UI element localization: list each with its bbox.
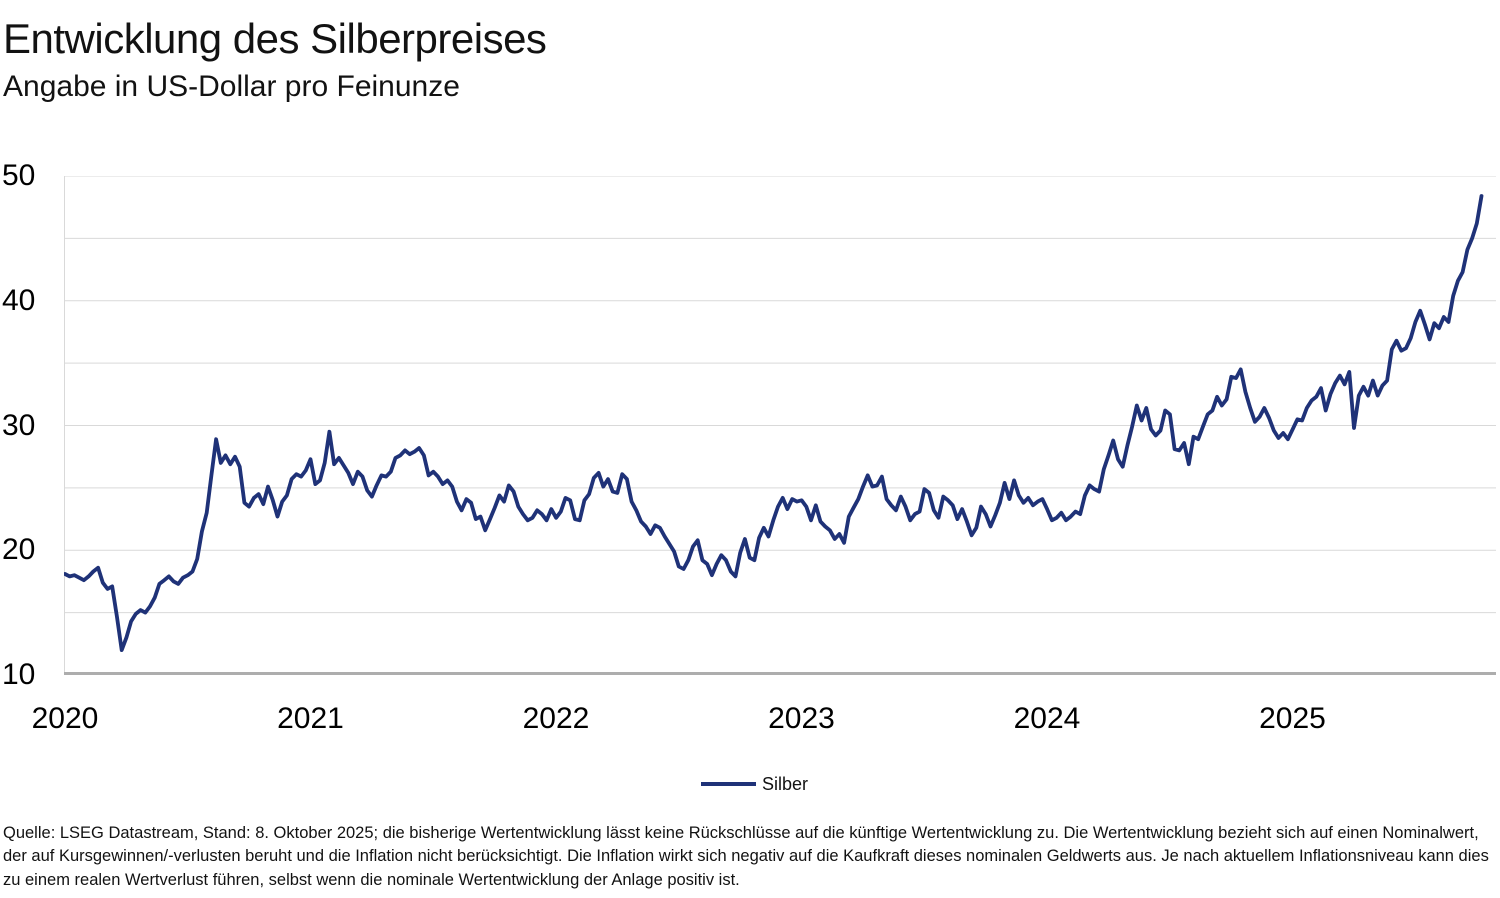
chart-canvas: [64, 176, 1496, 675]
legend-line-swatch: [701, 782, 756, 786]
x-tick-label-2022: 2022: [522, 702, 590, 735]
x-tick-label-2024: 2024: [1013, 702, 1081, 735]
y-tick-label-10: 10: [2, 658, 36, 691]
series-line-silber: [64, 194, 1484, 653]
x-tick-label-2021: 2021: [277, 702, 344, 735]
legend-label: Silber: [762, 773, 809, 794]
silver-price-chart: [64, 176, 1496, 675]
y-tick-label-40: 40: [2, 283, 36, 317]
chart-legend: Silber: [701, 772, 808, 796]
page-title: Entwicklung des Silberpreises: [3, 15, 547, 62]
x-tick-label-2020: 2020: [31, 702, 99, 735]
y-tick-label-50: 50: [2, 159, 36, 192]
page-subtitle: Angabe in US-Dollar pro Feinunze: [3, 70, 460, 103]
source-disclaimer-text: Quelle: LSEG Datastream, Stand: 8. Oktob…: [3, 824, 1489, 889]
y-tick-label-30: 30: [2, 408, 36, 442]
x-tick-label-2025: 2025: [1259, 702, 1326, 735]
y-tick-label-20: 20: [2, 533, 36, 567]
x-tick-label-2023: 2023: [768, 702, 835, 735]
